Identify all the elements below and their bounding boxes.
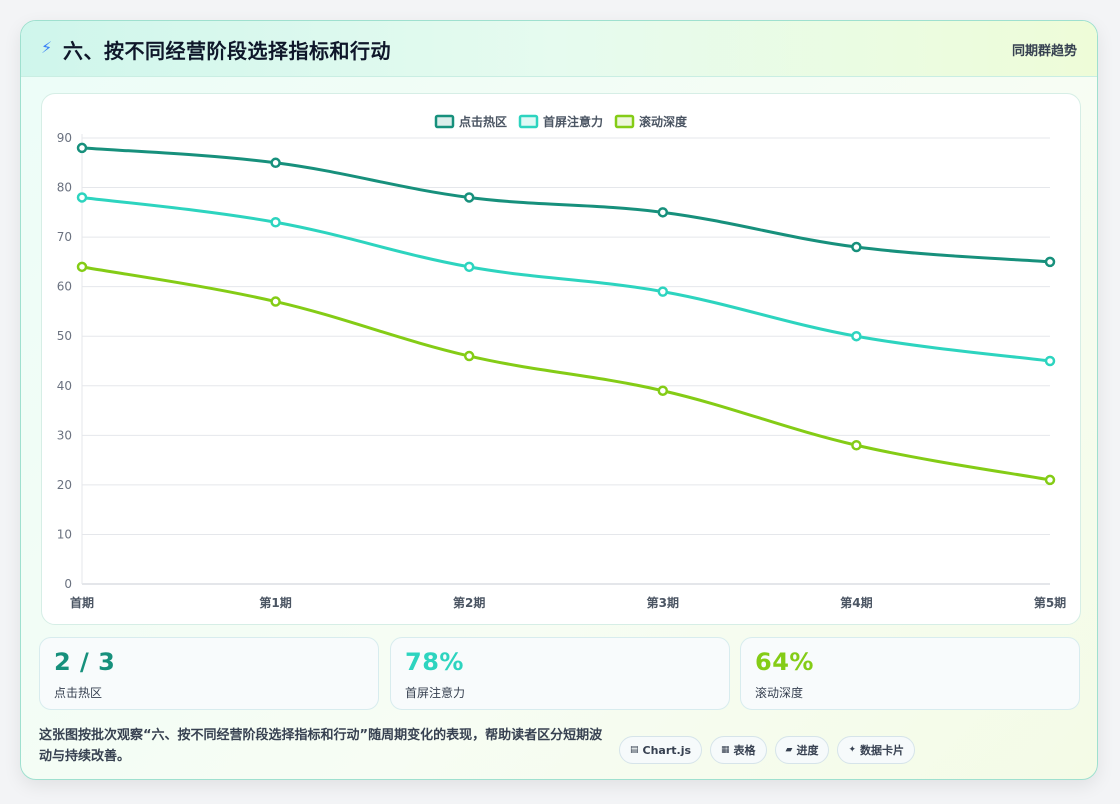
y-tick-label: 30 <box>57 428 72 442</box>
chart-icon: ▤ <box>630 745 639 755</box>
x-tick-label: 第5期 <box>1034 595 1066 610</box>
data-point <box>463 261 475 273</box>
legend-swatch <box>434 114 455 129</box>
stat-card-first-screen: 78% 首屏注意力 <box>390 637 730 710</box>
tag-table[interactable]: ▦ 表格 <box>710 736 767 764</box>
stat-value: 2 / 3 <box>54 648 116 676</box>
tag-label: 进度 <box>796 744 819 757</box>
series-line <box>80 265 1052 482</box>
stat-value: 64% <box>755 648 814 676</box>
report-card: ⚡ 六、按不同经营阶段选择指标和行动 同期群趋势 0 10 20 30 40 50 60 70… <box>20 20 1098 780</box>
data-point <box>463 350 475 362</box>
data-point <box>76 261 88 273</box>
stat-card-click-heatmap: 2 / 3 点击热区 <box>39 637 379 710</box>
stat-label: 点击热区 <box>54 686 103 700</box>
x-tick-label: 第3期 <box>647 595 679 610</box>
data-point <box>76 192 88 203</box>
y-tick-label: 20 <box>57 478 72 492</box>
table-icon: ▦ <box>721 745 730 755</box>
progress-icon: ▰ <box>785 745 793 755</box>
stat-value: 78% <box>405 648 464 676</box>
legend-swatch <box>614 114 635 129</box>
page-title: 六、按不同经营阶段选择指标和行动 <box>63 39 391 63</box>
y-tick-label: 60 <box>57 280 72 294</box>
data-point <box>1044 474 1056 486</box>
tag-data-card[interactable]: ✦ 数据卡片 <box>837 736 916 764</box>
card-header: ⚡ 六、按不同经营阶段选择指标和行动 同期群趋势 <box>21 21 1097 77</box>
x-tick-label: 第2期 <box>453 595 485 610</box>
legend-label: 点击热区 <box>459 114 507 129</box>
stat-label: 首屏注意力 <box>405 686 466 700</box>
data-point <box>851 241 862 253</box>
x-tick-label: 第4期 <box>840 595 872 610</box>
y-tick-label: 40 <box>57 379 72 393</box>
data-point <box>657 385 669 396</box>
data-point <box>463 192 475 203</box>
legend-label: 滚动深度 <box>639 114 688 129</box>
y-tick-label: 80 <box>57 181 72 195</box>
tag-label: 表格 <box>733 744 756 757</box>
tag-label: 数据卡片 <box>860 744 905 757</box>
tag-chartjs[interactable]: ▤ Chart.js <box>619 736 703 764</box>
y-tick-label: 70 <box>57 230 72 244</box>
data-point <box>76 142 88 154</box>
data-point <box>1044 256 1056 268</box>
x-tick-label: 第1期 <box>259 595 291 610</box>
series-line <box>80 146 1052 264</box>
stat-card-scroll-depth: 64% 滚动深度 <box>740 637 1080 710</box>
y-tick-label: 0 <box>64 577 72 591</box>
data-point <box>270 216 281 228</box>
data-point <box>1044 355 1056 367</box>
y-tick-label: 50 <box>57 329 72 343</box>
y-tick-label: 10 <box>57 527 72 541</box>
data-point <box>270 157 281 169</box>
data-point <box>270 296 281 307</box>
line-chart: 0 10 20 30 40 50 60 70 80 90 首期 第1期 第2期 第3期 第4期 第5期 点击热区… <box>57 114 1066 610</box>
legend-label: 首屏注意力 <box>543 114 603 129</box>
chart-description: 这张图按批次观察“六、按不同经营阶段选择指标和行动”随周期变化的表现，帮助读者区… <box>39 728 603 764</box>
x-tick-label: 首期 <box>70 595 94 610</box>
tag-progress[interactable]: ▰ 进度 <box>774 736 830 764</box>
data-point <box>657 286 669 297</box>
tag-list: ▤ Chart.js ▦ 表格 ▰ 进度 ✦ 数据卡片 <box>619 736 916 764</box>
legend-swatch <box>518 114 539 129</box>
data-point <box>851 439 862 451</box>
chart-panel: 0 10 20 30 40 50 60 70 80 90 首期 第1期 第2期 第3期 第4期 第5期 点击热区… <box>41 93 1081 625</box>
series-line <box>80 195 1052 363</box>
sparkle-icon: ✦ <box>848 745 857 755</box>
y-tick-label: 90 <box>57 131 72 145</box>
tag-label: Chart.js <box>642 743 692 757</box>
data-point <box>657 207 669 218</box>
lightning-icon: ⚡ <box>41 38 53 57</box>
header-subtitle-label: 同期群趋势 <box>1011 44 1077 59</box>
stat-label: 滚动深度 <box>755 686 804 700</box>
data-point <box>851 330 862 342</box>
